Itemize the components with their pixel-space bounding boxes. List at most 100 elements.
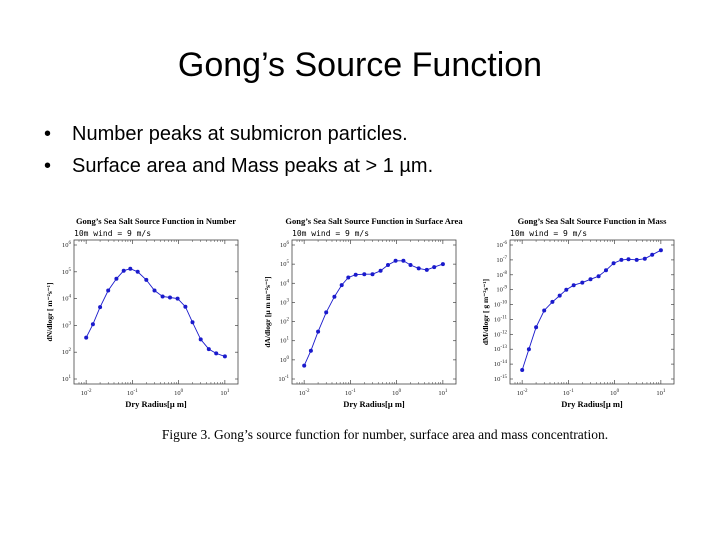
data-point [440, 262, 445, 267]
y-tick-label: 10-10 [494, 301, 508, 309]
y-tick-label: 10-13 [494, 345, 508, 353]
data-point [634, 257, 639, 262]
plot-frame [73, 239, 239, 385]
data-point [339, 283, 344, 288]
data-point [588, 277, 593, 282]
data-point [424, 267, 429, 272]
data-point [346, 275, 351, 280]
data-point [121, 268, 126, 273]
y-tick-label: 10-7 [496, 256, 507, 264]
chart-title: Gong’s Sea Salt Source Function in Numbe… [76, 216, 236, 226]
data-point [324, 310, 329, 315]
y-tick-label: 10-14 [494, 360, 508, 368]
x-tick-label: 101 [656, 389, 666, 397]
y-tick-label: 101 [280, 337, 290, 345]
mass-chart: Gong’s Sea Salt Source Function in Mass 1… [476, 212, 681, 417]
y-tick-label: 100 [280, 356, 290, 364]
data-point [332, 294, 337, 299]
data-point [135, 269, 140, 274]
data-point [432, 265, 437, 270]
y-tick-label: 104 [62, 295, 72, 303]
data-point [128, 266, 133, 271]
data-point [308, 348, 313, 353]
data-point [526, 347, 531, 352]
data-point [571, 283, 576, 288]
data-point [160, 294, 165, 299]
data-point [183, 304, 188, 309]
surface-area-chart: Gong’s Sea Salt Source Function in Surfa… [258, 212, 463, 417]
y-tick-label: 105 [280, 260, 290, 268]
bullet-list: • Number peaks at submicron particles. • S… [44, 118, 433, 182]
x-tick-label: 100 [610, 389, 620, 397]
x-axis-label: Dry Radius[μ m] [343, 399, 405, 409]
data-point [90, 322, 95, 327]
figure-caption: Figure 3. Gong’s source function for num… [161, 427, 609, 442]
chart-title: Gong’s Sea Salt Source Function in Surfa… [285, 216, 463, 226]
data-point [190, 320, 195, 325]
y-tick-label: 105 [62, 268, 72, 276]
y-tick-label: 102 [280, 318, 290, 326]
x-axis-label: Dry Radius[μ m] [561, 399, 623, 409]
bullet-dot: • [44, 155, 52, 177]
data-point [520, 368, 525, 372]
y-tick-label: 102 [62, 348, 72, 356]
x-tick-label: 10-1 [127, 389, 138, 397]
y-tick-label: 101 [62, 375, 72, 383]
y-tick-label: 106 [280, 241, 290, 249]
data-point [175, 296, 180, 301]
y-tick-label: 106 [62, 241, 72, 249]
data-point [114, 276, 119, 281]
data-point [626, 257, 631, 262]
x-tick-label: 10-2 [299, 389, 310, 397]
x-tick-label: 10-1 [345, 389, 356, 397]
number-chart-svg: Gong’s Sea Salt Source Function in Numbe… [45, 216, 239, 409]
data-point [302, 363, 307, 368]
data-point [206, 347, 211, 352]
y-tick-label: 10-8 [496, 271, 507, 279]
y-tick-label: 10-11 [494, 315, 507, 323]
x-tick-label: 10-2 [517, 389, 528, 397]
data-point [84, 335, 89, 340]
y-axis-label: dM/dlogr [ g m⁻²s⁻¹] [481, 279, 490, 345]
data-point [401, 258, 406, 263]
x-tick-label: 10-1 [563, 389, 574, 397]
x-tick-label: 101 [220, 389, 230, 397]
y-tick-label: 10-12 [494, 330, 508, 338]
data-point [393, 258, 398, 263]
data-point [222, 354, 227, 359]
x-tick-label: 101 [438, 389, 448, 397]
data-point [650, 252, 655, 257]
data-point [98, 305, 103, 310]
y-axis-label: dN/dlogr [ m⁻²s⁻¹] [45, 283, 54, 342]
series-line [85, 268, 226, 357]
x-tick-label: 100 [174, 389, 184, 397]
data-point [144, 277, 149, 282]
data-point [378, 268, 383, 273]
data-point [106, 288, 111, 293]
y-tick-label: 10-15 [494, 375, 508, 383]
data-point [416, 266, 421, 271]
data-point [408, 263, 413, 267]
chart-title: Gong’s Sea Salt Source Function in Mass [518, 216, 667, 226]
data-point [596, 274, 601, 279]
bullet-item: • Number peaks at submicron particles. [44, 118, 433, 150]
data-point [542, 308, 547, 313]
data-point [564, 287, 569, 292]
data-point [362, 272, 367, 277]
number-chart: Gong’s Sea Salt Source Function in Numbe… [40, 212, 245, 417]
data-point [619, 257, 624, 262]
y-tick-label: 10-1 [278, 375, 289, 383]
x-tick-label: 10-2 [81, 389, 92, 397]
data-point [611, 261, 616, 266]
data-point [642, 256, 647, 261]
data-point [316, 329, 321, 334]
data-point [152, 288, 157, 293]
data-point [557, 293, 562, 298]
data-point [168, 295, 172, 300]
bullet-item: • Surface area and Mass peaks at > 1 µm. [44, 150, 433, 182]
y-tick-label: 103 [280, 298, 290, 306]
y-axis-label: dA/dlogr [μ m m⁻²s⁻¹] [263, 276, 272, 347]
y-tick-label: 10-6 [496, 241, 507, 249]
data-point [198, 337, 203, 342]
y-tick-label: 10-9 [496, 286, 507, 294]
